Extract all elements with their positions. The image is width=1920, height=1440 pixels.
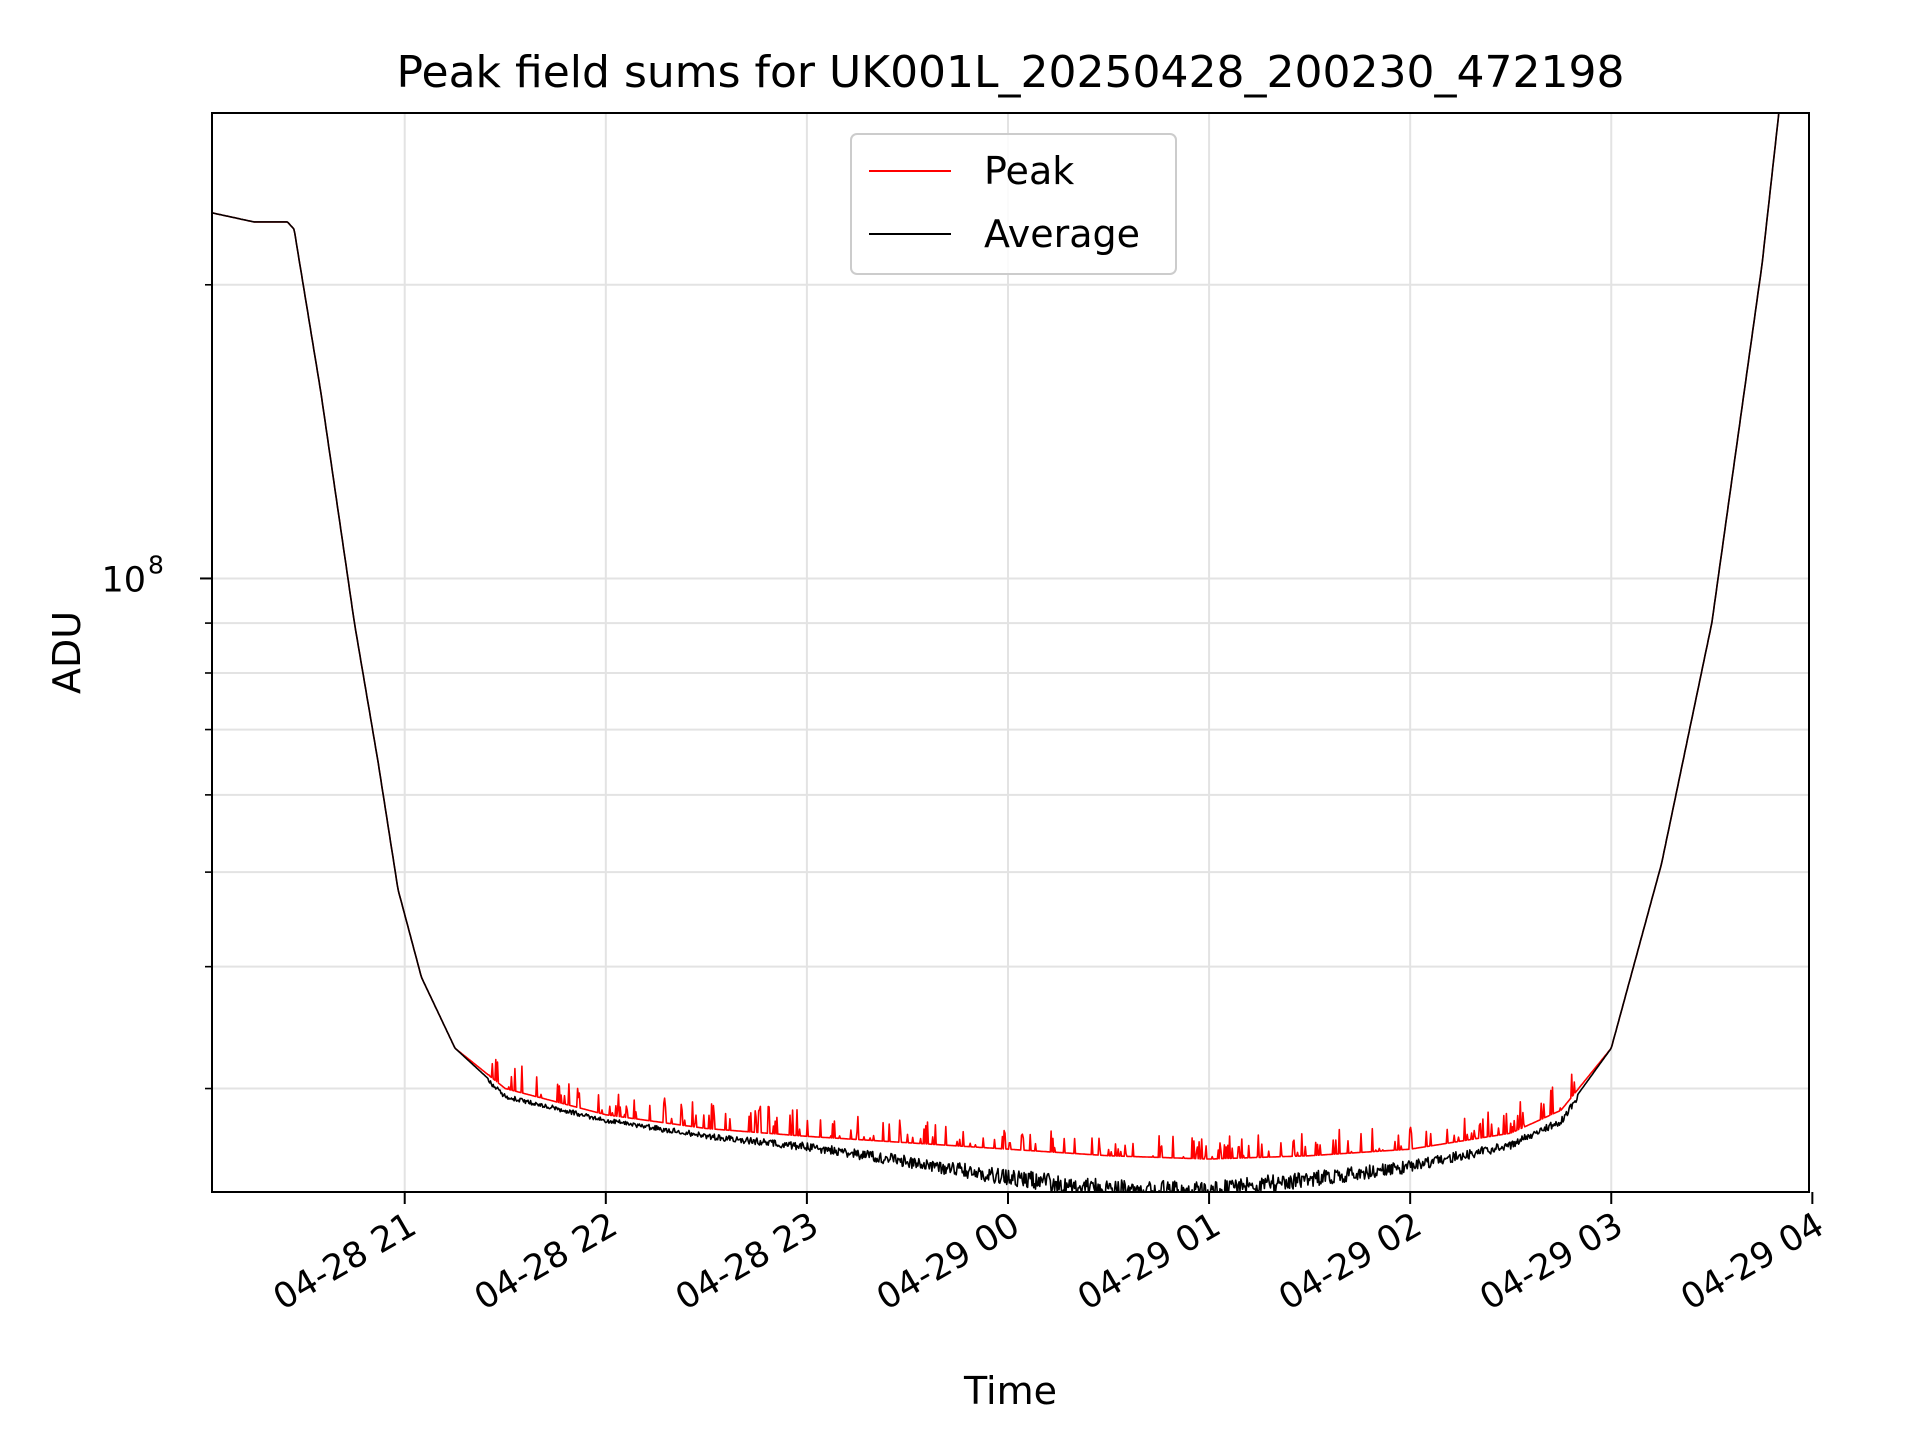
legend: Peak Average bbox=[850, 133, 1177, 275]
y-axis-label: ADU bbox=[45, 611, 89, 694]
x-axis-label: Time bbox=[963, 1369, 1057, 1413]
series-line-average bbox=[212, 113, 1780, 1192]
grid bbox=[212, 113, 1809, 1192]
series-line-peak bbox=[212, 113, 1780, 1160]
plot-frame bbox=[211, 112, 1810, 1193]
legend-label-average: Average bbox=[984, 212, 1140, 256]
y-tick-label: 10 bbox=[101, 560, 146, 600]
chart-title: Peak field sums for UK001L_20250428_2002… bbox=[397, 47, 1625, 98]
legend-label-peak: Peak bbox=[984, 149, 1074, 193]
legend-box bbox=[850, 133, 1177, 275]
series-layer bbox=[212, 113, 1780, 1192]
y-tick-exponent: 8 bbox=[148, 550, 164, 579]
